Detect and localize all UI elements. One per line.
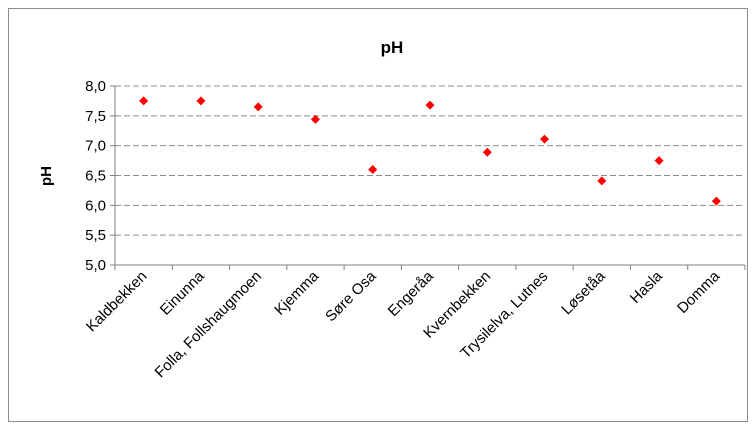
data-point: [196, 96, 206, 106]
data-point: [597, 176, 607, 186]
chart-title: pH: [381, 38, 404, 57]
y-tick-label: 5,5: [85, 227, 106, 244]
y-tick-label: 7,5: [85, 108, 106, 125]
y-axis-label: pH: [38, 166, 55, 186]
x-tick-label: Engeråa: [385, 267, 438, 320]
data-point: [253, 102, 263, 112]
x-tick-label: Kjemma: [271, 267, 322, 318]
data-points: [139, 96, 721, 206]
x-tick-label: Domma: [674, 267, 724, 317]
x-tick-label: Søre Osa: [322, 267, 380, 325]
data-point: [540, 134, 550, 144]
gridlines: [115, 85, 745, 236]
chart-frame: pH pH 5,0 5,5 6,0 6,5 7,0 7,5 8,0 Kaldbekken Ei…: [8, 8, 748, 422]
axes: [110, 85, 746, 270]
data-point: [711, 196, 721, 206]
y-tick-label: 6,0: [85, 197, 106, 214]
x-tick-label: Løsetåa: [558, 267, 609, 318]
x-tick-label: Folla, Follshaugmoen: [152, 268, 265, 381]
y-tick-label: 6,5: [85, 168, 106, 185]
y-tick-label: 7,0: [85, 138, 106, 155]
y-tick-label: 5,0: [85, 257, 106, 274]
ph-scatter-chart: pH pH 5,0 5,5 6,0 6,5 7,0 7,5 8,0 Kaldbekken Ei…: [38, 38, 746, 381]
y-tick-label: 8,0: [85, 78, 106, 95]
x-tick-label: Hasla: [627, 267, 667, 307]
data-point: [139, 96, 149, 106]
y-tick-labels: 5,0 5,5 6,0 6,5 7,0 7,5 8,0: [85, 78, 106, 274]
data-point: [310, 114, 320, 124]
data-point: [425, 100, 435, 110]
x-tick-label: Kaldbekken: [83, 268, 150, 335]
data-point: [368, 165, 378, 175]
data-point: [482, 147, 492, 157]
x-tick-label: Einunna: [157, 267, 208, 318]
data-point: [654, 156, 664, 166]
